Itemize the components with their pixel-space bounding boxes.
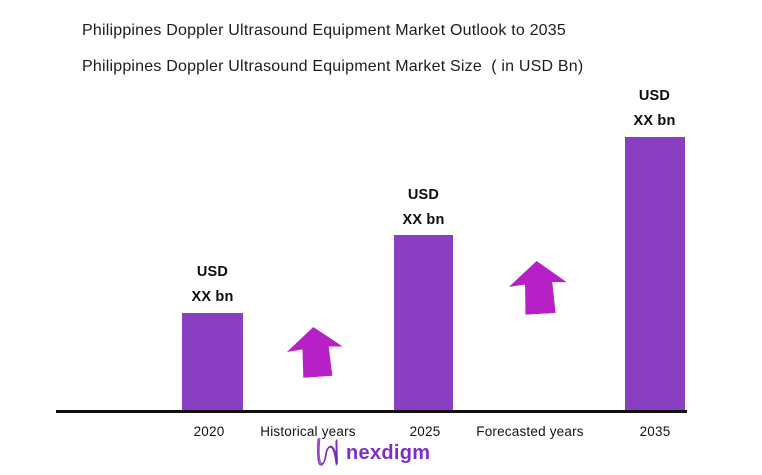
value-currency: USD	[196, 264, 229, 280]
value-amount: XX bn	[633, 113, 676, 129]
bar-2025	[394, 235, 453, 413]
nexdigm-logo: nexdigm	[314, 435, 430, 469]
nexdigm-logo-icon	[317, 437, 338, 466]
x-tick-2020: 2020	[193, 424, 225, 439]
value-amount: XX bn	[402, 212, 445, 228]
chart-title: Philippines Doppler Ultrasound Equipment…	[82, 22, 566, 39]
x-tick-2025: 2025	[409, 424, 441, 439]
bar-value-label-2025: USD XX bn	[363, 183, 484, 233]
growth-arrow-icon-2	[508, 260, 569, 316]
value-amount: XX bn	[191, 289, 234, 305]
bar-value-label-2020: USD XX bn	[152, 260, 273, 310]
bar-2035	[625, 137, 685, 413]
bar-2020	[182, 313, 243, 413]
x-label-forecasted-years: Forecasted years	[476, 424, 584, 439]
chart-subtitle: Philippines Doppler Ultrasound Equipment…	[82, 58, 584, 75]
value-currency: USD	[407, 187, 440, 203]
value-currency: USD	[638, 88, 671, 104]
x-tick-2035: 2035	[639, 424, 671, 439]
bar-value-label-2035: USD XX bn	[594, 84, 715, 134]
growth-arrow-icon-1	[285, 325, 344, 379]
x-axis-line	[56, 410, 687, 413]
x-label-historical-years: Historical years	[260, 424, 356, 439]
nexdigm-logo-text: nexdigm	[346, 441, 431, 464]
